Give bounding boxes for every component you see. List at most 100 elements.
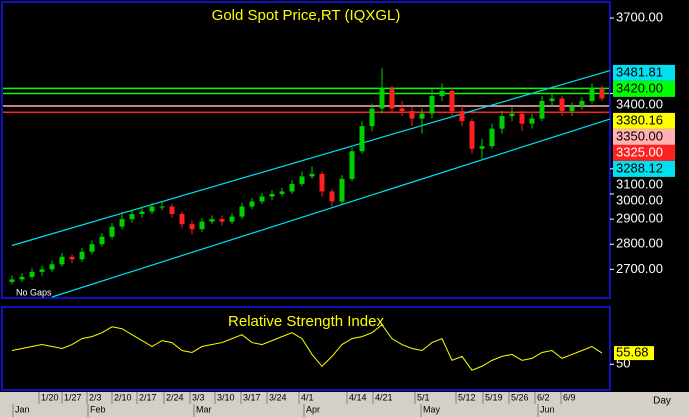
candle-body <box>379 88 385 109</box>
candle-body <box>499 116 505 129</box>
candle-body <box>9 279 15 282</box>
candle-body <box>489 128 495 147</box>
candle-body <box>589 88 595 101</box>
month-label: Feb <box>90 404 106 414</box>
candle-body <box>239 206 245 217</box>
candle-body <box>59 256 65 265</box>
candle-body <box>49 264 55 270</box>
candle-body <box>459 111 465 122</box>
channel-label-box <box>613 64 675 81</box>
candle-body <box>19 276 25 280</box>
candle-body <box>169 206 175 215</box>
channel-label-box <box>613 160 675 177</box>
level-label: 3350.00 <box>616 128 663 143</box>
x-tick-label: 4/14 <box>349 392 367 402</box>
candle-body <box>179 214 185 225</box>
candle-body <box>319 173 325 192</box>
candle-body <box>309 173 315 177</box>
candle-body <box>469 121 475 149</box>
month-label: Jan <box>15 404 30 414</box>
candle-body <box>289 183 295 192</box>
candle-body <box>119 219 125 227</box>
candle-body <box>519 113 525 124</box>
candle-body <box>389 88 395 109</box>
candle-body <box>299 176 305 184</box>
price-panel <box>1 1 611 299</box>
last-value-label: 55.68 <box>616 345 649 360</box>
candle-body <box>539 101 545 119</box>
candle-body <box>79 251 85 260</box>
candle-body <box>369 108 375 127</box>
y-tick-label: 3700.00 <box>616 10 663 25</box>
y-tick-label: 2800.00 <box>616 236 663 251</box>
channel-line <box>11 69 611 247</box>
candle-body <box>99 236 105 245</box>
last-price-label: 3380.16 <box>616 112 663 127</box>
candle-body <box>29 271 35 277</box>
candle-body <box>359 126 365 152</box>
x-tick-label: 6/2 <box>537 392 550 402</box>
candle-body <box>229 216 235 222</box>
x-tick-label: 1/27 <box>64 392 82 402</box>
y-tick-label: 3100.00 <box>616 176 663 191</box>
last-price-label-box <box>613 112 675 129</box>
x-tick-label: 6/9 <box>563 392 576 402</box>
x-tick-label: 4/21 <box>375 392 393 402</box>
x-tick-label: 5/1 <box>417 392 430 402</box>
x-tick-label: 5/26 <box>511 392 529 402</box>
x-tick-label: 3/24 <box>269 392 287 402</box>
y-tick-label: 2900.00 <box>616 211 663 226</box>
x-tick-label: 3/17 <box>243 392 261 402</box>
candle-body <box>419 113 425 119</box>
y-tick-label: 2700.00 <box>616 261 663 276</box>
candle-body <box>269 193 275 197</box>
candle-body <box>409 111 415 119</box>
candle-body <box>209 219 215 222</box>
level-label: 3325.00 <box>616 144 663 159</box>
x-tick-label: 3/3 <box>192 392 205 402</box>
y-tick-label: 3400.00 <box>616 96 663 111</box>
candle-body <box>39 269 45 272</box>
channel-label: 3288.12 <box>616 160 663 175</box>
candle-body <box>579 101 585 107</box>
rsi-title: Relative Strength Index <box>228 313 384 330</box>
x-tick-label: 2/10 <box>114 392 132 402</box>
candle-body <box>329 191 335 202</box>
candle-body <box>339 178 345 202</box>
x-tick-label: 2/24 <box>166 392 184 402</box>
y-tick-label: 3000.00 <box>616 192 663 207</box>
x-axis-label: Day <box>653 396 671 407</box>
candle-body <box>509 113 515 117</box>
candle-body <box>279 191 285 194</box>
x-tick-label: 4/1 <box>301 392 314 402</box>
annotation: No Gaps <box>16 287 52 297</box>
rsi-panel <box>1 306 611 391</box>
x-tick-label: 1/20 <box>41 392 59 402</box>
chart-title: Gold Spot Price,RT (IQXGL) <box>212 7 401 24</box>
month-label: Apr <box>306 404 320 414</box>
candle-body <box>129 214 135 220</box>
candle-body <box>559 98 565 112</box>
candle-body <box>189 224 195 230</box>
candle-body <box>259 196 265 202</box>
channel-line <box>51 118 611 298</box>
candle-body <box>109 226 115 237</box>
candle-body <box>439 90 445 96</box>
channel-label: 3481.81 <box>616 64 663 79</box>
candle-body <box>529 118 535 124</box>
candle-body <box>219 219 225 222</box>
level-label-box <box>613 144 675 161</box>
x-tick-label: 5/19 <box>485 392 503 402</box>
candle-body <box>429 95 435 114</box>
candle-body <box>139 211 145 215</box>
month-label: May <box>423 404 441 414</box>
x-tick-label: 3/10 <box>217 392 235 402</box>
x-tick-label: 2/17 <box>139 392 157 402</box>
candle-body <box>249 201 255 207</box>
candle-body <box>599 88 605 99</box>
candle-body <box>449 90 455 112</box>
candle-body <box>399 108 405 112</box>
last-value-box <box>614 346 654 361</box>
candle-body <box>349 151 355 179</box>
